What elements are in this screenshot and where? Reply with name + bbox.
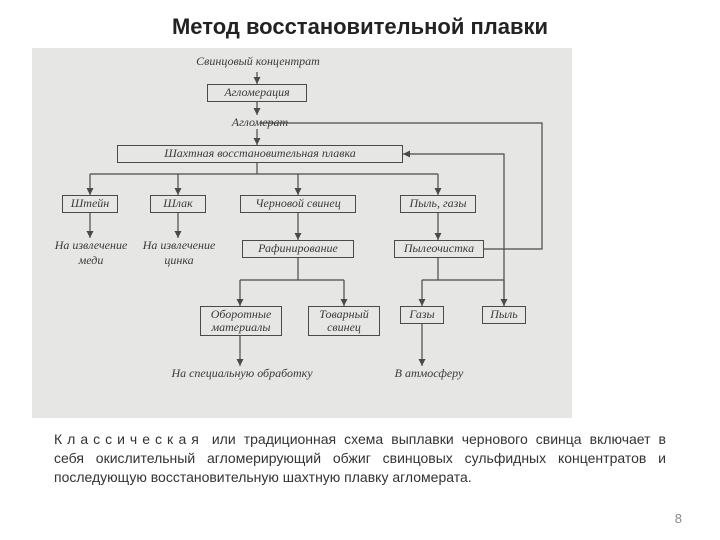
node-chernovoy: Черновой свинец: [240, 195, 356, 213]
node-special-processing: На специальную обработку: [142, 366, 342, 381]
flowchart-diagram: Свинцовый концентрат Агломерация Агломер…: [32, 48, 572, 418]
node-shteyn: Штейн: [62, 195, 118, 213]
node-extract-zn: На извлечение цинка: [134, 238, 224, 268]
node-extract-cu: На извлечение меди: [46, 238, 136, 268]
flowchart-arrows: [32, 48, 572, 418]
node-aglomeration: Агломерация: [207, 84, 307, 102]
node-atmosphere: В атмосферу: [384, 366, 474, 381]
node-gases: Газы: [400, 306, 444, 324]
node-shaft-smelting: Шахтная восстановительная плавка: [117, 145, 403, 163]
node-concentrate: Свинцовый концентрат: [182, 54, 334, 69]
page-number: 8: [675, 511, 682, 526]
node-aglomerat: Агломерат: [226, 115, 294, 130]
page-title: Метод восстановительной плавки: [0, 14, 720, 40]
node-pyl-gazy: Пыль, газы: [400, 195, 476, 213]
node-shlak: Шлак: [150, 195, 206, 213]
caption-paragraph: Классическая или традиционная схема выпл…: [54, 430, 666, 487]
node-commodity-lead: Товарный свинец: [308, 306, 380, 336]
node-dust: Пыль: [482, 306, 526, 324]
node-refining: Рафинирование: [242, 240, 354, 258]
caption-emph: Классическая: [54, 431, 204, 447]
node-dust-cleaning: Пылеочистка: [394, 240, 484, 258]
node-return-materials: Оборотные материалы: [200, 306, 282, 336]
